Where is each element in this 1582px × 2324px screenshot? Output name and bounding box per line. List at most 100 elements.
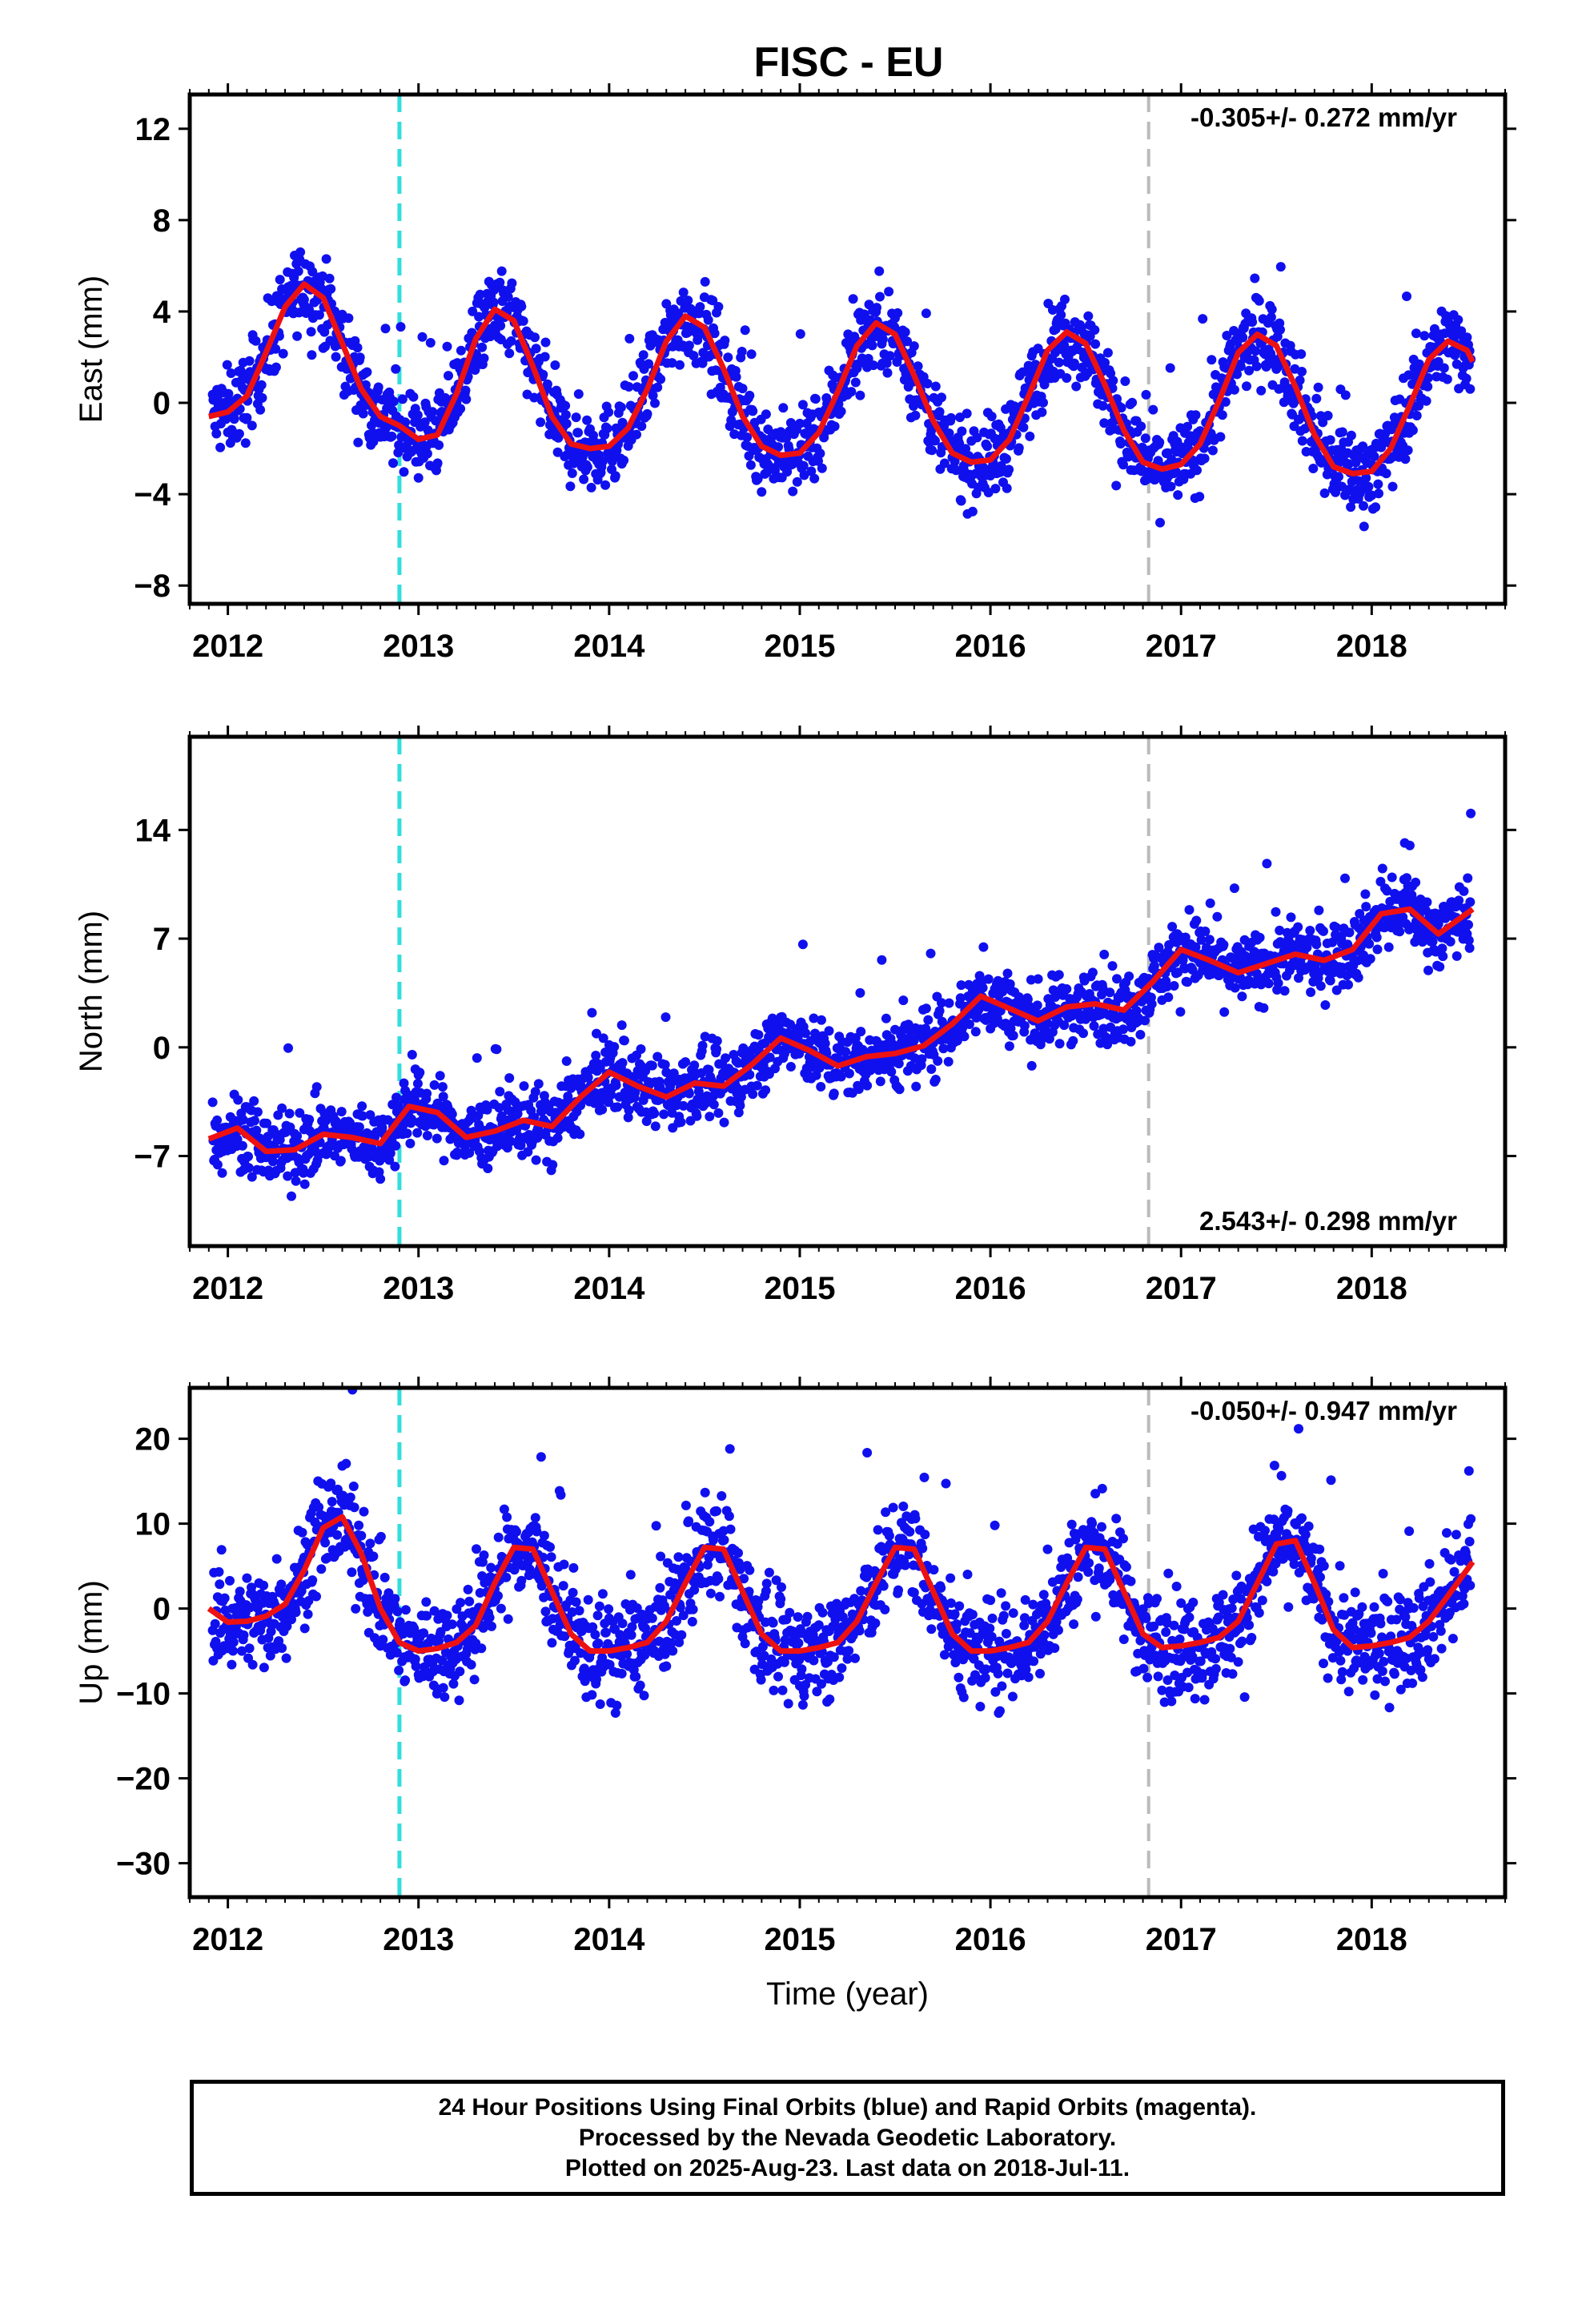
data-point <box>1453 315 1464 325</box>
data-point <box>391 1092 401 1103</box>
data-point <box>256 1620 267 1630</box>
data-point <box>959 1031 970 1042</box>
data-point <box>558 1581 568 1591</box>
data-point <box>592 1610 603 1621</box>
data-point <box>250 1116 259 1126</box>
data-point <box>692 1111 702 1121</box>
y-tick-label: 12 <box>135 112 171 147</box>
data-point <box>1118 460 1128 470</box>
data-point <box>400 1675 411 1686</box>
data-point <box>752 1080 762 1091</box>
data-point <box>1155 517 1165 528</box>
data-point <box>232 1134 243 1144</box>
data-point <box>1215 432 1226 442</box>
data-point <box>802 1611 813 1622</box>
data-point <box>1148 404 1158 415</box>
data-point <box>990 484 1001 494</box>
data-point <box>257 392 267 403</box>
data-point <box>794 1048 805 1059</box>
data-point <box>291 1607 301 1618</box>
data-point <box>856 1027 866 1037</box>
data-point <box>1167 922 1178 932</box>
data-point <box>292 1131 303 1141</box>
data-point <box>1112 974 1122 984</box>
data-point <box>753 1030 764 1040</box>
data-point <box>954 438 965 448</box>
data-point <box>846 387 857 397</box>
data-point <box>950 456 960 467</box>
data-point <box>461 394 472 404</box>
data-point <box>552 1133 563 1143</box>
data-point <box>429 1080 440 1090</box>
up-panel: 2012 2013 2014 2015 2016 2017 2018−30−20−10010… <box>74 1377 1516 2012</box>
data-point <box>295 1108 305 1118</box>
data-point <box>678 287 689 298</box>
data-point <box>777 1582 786 1592</box>
data-point <box>611 1080 621 1091</box>
data-point <box>1199 453 1210 464</box>
data-point <box>1014 443 1024 453</box>
data-point <box>422 1131 432 1140</box>
data-point <box>1279 377 1290 388</box>
data-point <box>212 1160 223 1170</box>
data-point <box>396 322 406 332</box>
data-point <box>217 1168 227 1178</box>
data-point <box>518 316 528 326</box>
data-point <box>1433 356 1443 367</box>
data-point <box>1365 954 1375 964</box>
data-point <box>1247 317 1258 328</box>
data-point <box>1374 489 1383 499</box>
x-tick-label: 2013 <box>383 629 454 664</box>
data-point <box>623 1112 633 1123</box>
data-point <box>321 254 331 264</box>
data-point <box>604 1604 614 1614</box>
data-point <box>1438 951 1448 962</box>
data-point <box>978 983 988 993</box>
data-point <box>684 1088 694 1099</box>
data-point <box>740 1638 750 1649</box>
data-point <box>913 361 923 372</box>
data-point <box>1195 492 1205 502</box>
data-point <box>326 283 336 294</box>
data-point <box>1090 339 1101 349</box>
data-point <box>1212 911 1223 922</box>
x-tick-label: 2015 <box>764 1271 835 1306</box>
data-point <box>1191 410 1201 420</box>
data-point <box>444 371 453 381</box>
x-tick-label: 2016 <box>955 629 1026 664</box>
data-point <box>809 1013 819 1023</box>
data-point <box>1297 436 1307 446</box>
data-point <box>705 1588 716 1598</box>
data-point <box>299 1168 309 1178</box>
data-point <box>1124 971 1134 982</box>
data-point <box>740 325 750 336</box>
x-tick-label: 2018 <box>1336 1271 1407 1306</box>
data-point <box>642 408 652 419</box>
data-point <box>1459 886 1469 896</box>
y-tick-label: 7 <box>153 922 171 957</box>
data-point <box>1306 987 1316 997</box>
data-point <box>753 474 763 485</box>
data-point <box>1295 375 1305 385</box>
data-point <box>1363 481 1374 492</box>
data-point <box>1456 326 1467 336</box>
data-point <box>345 1492 355 1502</box>
data-point <box>335 1156 346 1166</box>
data-point <box>287 1191 296 1201</box>
data-point <box>809 1655 819 1666</box>
data-point <box>1090 325 1100 335</box>
data-point <box>713 302 724 312</box>
data-point <box>228 1637 239 1647</box>
data-point <box>425 338 436 348</box>
data-point <box>817 463 827 473</box>
data-point <box>259 1580 269 1590</box>
x-tick-label: 2014 <box>573 1271 645 1306</box>
data-point <box>1387 872 1397 883</box>
data-point <box>1343 979 1353 990</box>
y-tick-label: 4 <box>153 295 171 330</box>
data-point <box>834 1672 845 1683</box>
data-point <box>284 1108 295 1119</box>
data-point <box>1140 433 1150 444</box>
data-point <box>475 289 485 300</box>
data-point <box>1325 435 1335 445</box>
